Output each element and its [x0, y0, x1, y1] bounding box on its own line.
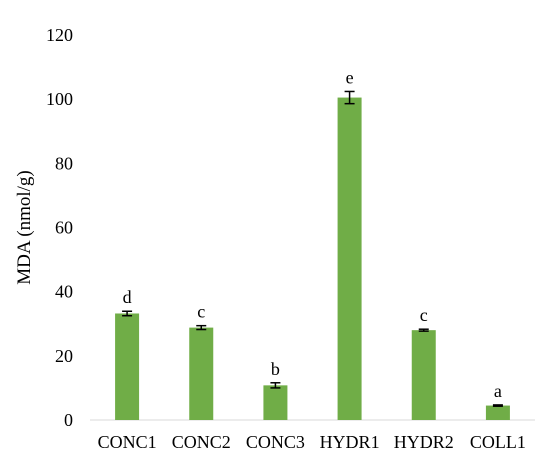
y-tick-label: 20	[55, 346, 73, 366]
bar-conc3	[263, 385, 288, 420]
y-axis-ticks: 0 20 40 60 80 100 120	[46, 25, 73, 430]
x-category-label: CONC2	[172, 432, 231, 452]
x-category-label: CONC1	[98, 432, 157, 452]
error-bar-coll1	[492, 404, 503, 407]
error-bars	[122, 90, 503, 407]
y-tick-label: 100	[46, 89, 73, 109]
error-bar-hydr2	[418, 328, 429, 332]
x-category-label: CONC3	[246, 432, 305, 452]
error-bar-conc1	[122, 310, 133, 317]
x-category-label: HYDR2	[394, 432, 454, 452]
x-category-label: HYDR1	[320, 432, 380, 452]
significance-label-hydr1: e	[346, 67, 354, 87]
y-tick-label: 80	[55, 153, 73, 173]
significance-label-conc1: d	[123, 287, 132, 307]
bar-hydr2	[411, 330, 436, 420]
bar-coll1	[485, 405, 510, 420]
x-category-label: COLL1	[470, 432, 526, 452]
bars	[115, 97, 510, 420]
error-bar-hydr1	[344, 90, 355, 105]
x-axis-categories: CONC1 CONC2 CONC3 HYDR1 HYDR2 COLL1	[98, 432, 526, 452]
significance-label-coll1: a	[494, 381, 502, 401]
error-bar-conc2	[196, 324, 207, 331]
y-axis-label: MDA (nmol/g)	[14, 170, 35, 285]
y-tick-label: 40	[55, 282, 73, 302]
error-bar-conc3	[270, 382, 281, 389]
significance-label-hydr2: c	[420, 305, 428, 325]
y-tick-label: 120	[46, 25, 73, 45]
bar-conc2	[189, 327, 214, 420]
y-tick-label: 0	[64, 410, 73, 430]
significance-labels: d c b e c a	[123, 67, 502, 400]
significance-label-conc3: b	[271, 359, 280, 379]
significance-label-conc2: c	[197, 302, 205, 322]
bar-conc1	[115, 313, 140, 420]
y-tick-label: 60	[55, 218, 73, 238]
bar-hydr1	[337, 97, 362, 420]
